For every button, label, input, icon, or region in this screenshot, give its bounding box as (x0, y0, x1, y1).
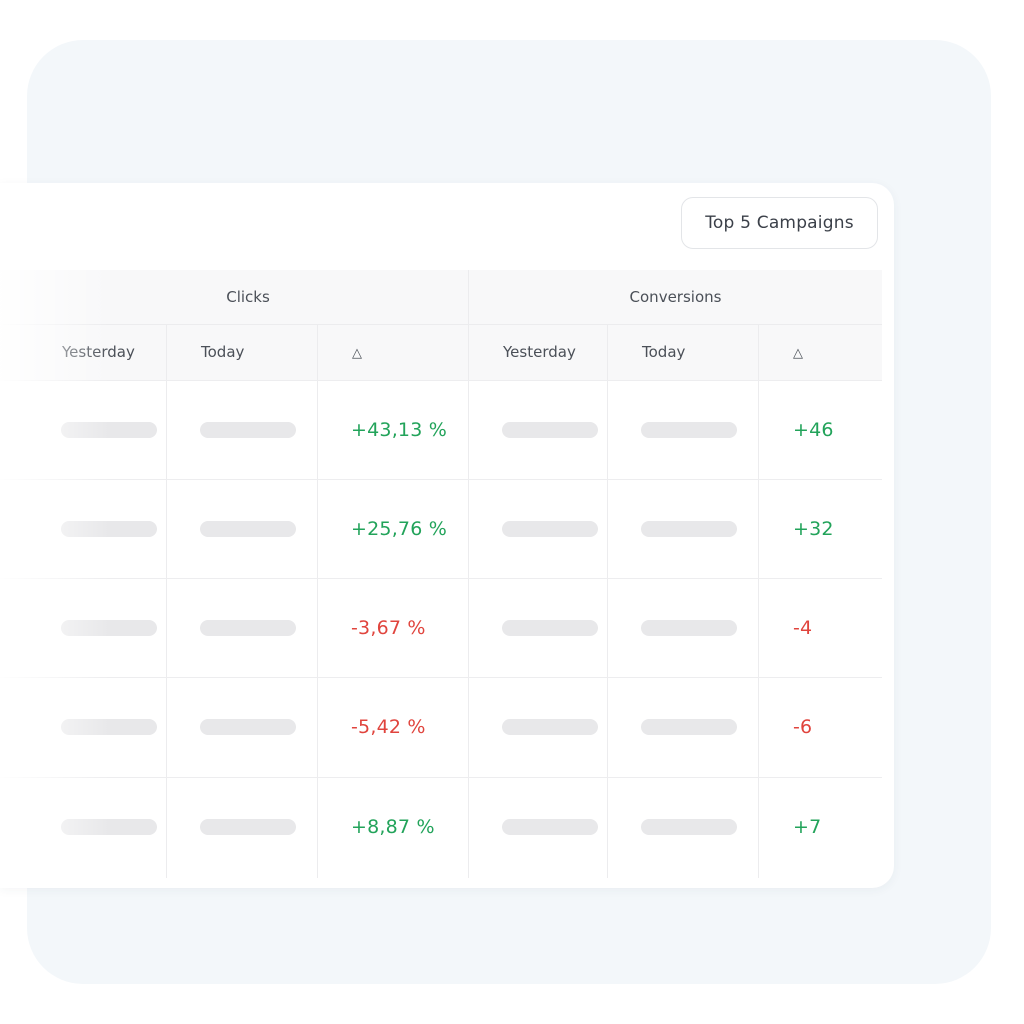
placeholder-bar (61, 521, 157, 537)
placeholder-bar (61, 422, 157, 438)
placeholder-bar (641, 819, 737, 835)
grid-divider (317, 325, 318, 878)
conversions-delta-value: +46 (793, 419, 834, 441)
clicks-delta-value: -3,67 % (351, 617, 426, 639)
col-header-conv-yesterday[interactable]: Yesterday (469, 325, 607, 380)
grid-divider (166, 325, 167, 878)
row-divider (0, 578, 882, 579)
clicks-group-header: Clicks (0, 270, 468, 325)
col-header-conv-today[interactable]: Today (608, 325, 758, 380)
col-header-clicks-yesterday[interactable]: Yesterday (0, 325, 166, 380)
placeholder-bar (502, 719, 598, 735)
placeholder-bar (200, 819, 296, 835)
placeholder-bar (502, 819, 598, 835)
col-header-label: Yesterday (503, 343, 576, 361)
clicks-delta-value: +8,87 % (351, 816, 435, 838)
conversions-group-label: Conversions (629, 288, 722, 306)
placeholder-bar (61, 620, 157, 636)
placeholder-bar (200, 719, 296, 735)
grid-divider (758, 325, 759, 878)
campaign-stats-card: Top 5 Campaigns Clicks Conversions Yeste… (0, 183, 894, 888)
col-header-clicks-today[interactable]: Today (167, 325, 317, 380)
col-header-conv-delta[interactable]: △ (759, 325, 882, 380)
placeholder-bar (641, 422, 737, 438)
grid-divider (607, 325, 608, 878)
conversions-delta-value: -6 (793, 716, 813, 738)
row-divider (0, 777, 882, 778)
placeholder-bar (502, 422, 598, 438)
placeholder-bar (200, 521, 296, 537)
row-divider (0, 677, 882, 678)
conversions-delta-value: +32 (793, 518, 834, 540)
placeholder-bar (641, 620, 737, 636)
placeholder-bar (61, 819, 157, 835)
col-header-clicks-delta[interactable]: △ (318, 325, 468, 380)
placeholder-bar (641, 521, 737, 537)
delta-triangle-icon: △ (352, 346, 362, 361)
placeholder-bar (502, 521, 598, 537)
clicks-delta-value: -5,42 % (351, 716, 426, 738)
top-campaigns-button[interactable]: Top 5 Campaigns (681, 197, 878, 249)
row-divider (0, 380, 882, 381)
clicks-group-label: Clicks (226, 288, 270, 306)
row-divider (0, 479, 882, 480)
col-header-label: Today (642, 343, 686, 361)
clicks-delta-value: +25,76 % (351, 518, 448, 540)
placeholder-bar (200, 620, 296, 636)
col-header-label: Yesterday (62, 343, 135, 361)
conversions-group-header: Conversions (469, 270, 882, 325)
placeholder-bar (502, 620, 598, 636)
delta-triangle-icon: △ (793, 346, 803, 361)
clicks-delta-value: +43,13 % (351, 419, 448, 441)
grid-divider (468, 270, 469, 878)
col-header-label: Today (201, 343, 245, 361)
conversions-delta-value: +7 (793, 816, 822, 838)
placeholder-bar (61, 719, 157, 735)
placeholder-bar (200, 422, 296, 438)
conversions-delta-value: -4 (793, 617, 813, 639)
placeholder-bar (641, 719, 737, 735)
